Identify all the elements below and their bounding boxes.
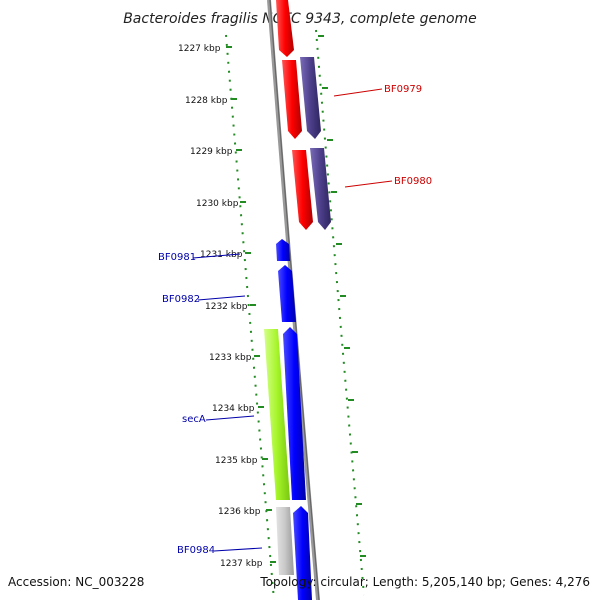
accession-label: Accession: NC_003228: [8, 575, 144, 589]
gene-label-bf0979[interactable]: BF0979: [384, 84, 422, 95]
gene-label-bf0981[interactable]: BF0981: [158, 252, 196, 263]
kbp-label: 1237 kbp: [220, 559, 263, 569]
map-title: Bacteroides fragilis NCTC 9343, complete…: [123, 11, 477, 27]
gene-feature-bf0981[interactable]: [276, 239, 290, 261]
kbp-label: 1229 kbp: [190, 147, 233, 157]
gene-label-lines: [192, 88, 393, 552]
gene-label-bf0982[interactable]: BF0982: [162, 294, 200, 305]
axis-ticks: [226, 35, 366, 563]
kbp-label: 1234 kbp: [212, 404, 255, 414]
topology-label: Topology: circular; Length: 5,205,140 bp…: [259, 575, 590, 589]
kbp-label: 1231 kbp: [200, 250, 243, 260]
gene-feature-red-upper[interactable]: [276, 0, 294, 57]
gene-label-seca[interactable]: secA: [182, 414, 206, 425]
gene-feature-bf0980-purple[interactable]: [310, 148, 331, 230]
kbp-label: 1235 kbp: [215, 456, 258, 466]
gene-feature-seca-blue[interactable]: [283, 327, 306, 500]
kbp-label: 1227 kbp: [178, 44, 221, 54]
kbp-label: 1232 kbp: [205, 302, 248, 312]
kbp-labels: 1227 kbp 1228 kbp 1229 kbp 1230 kbp 1231…: [178, 44, 263, 569]
gene-label-bf0980[interactable]: BF0980: [394, 176, 432, 187]
gene-feature-bf0980-red[interactable]: [292, 150, 313, 230]
gene-feature-bf0979-red[interactable]: [282, 60, 302, 139]
gene-feature-bf0984-gray[interactable]: [276, 507, 294, 575]
kbp-label: 1236 kbp: [218, 507, 261, 517]
kbp-label: 1230 kbp: [196, 199, 239, 209]
gene-feature-bf0982[interactable]: [278, 265, 296, 322]
gene-feature-bf0979-purple[interactable]: [300, 57, 321, 139]
kbp-label: 1233 kbp: [209, 353, 252, 363]
gene-feature-seca[interactable]: [264, 329, 290, 500]
gene-feature-bf0984-blue[interactable]: [293, 506, 312, 600]
kbp-label: 1228 kbp: [185, 96, 228, 106]
gene-label-bf0984[interactable]: BF0984: [177, 545, 215, 556]
